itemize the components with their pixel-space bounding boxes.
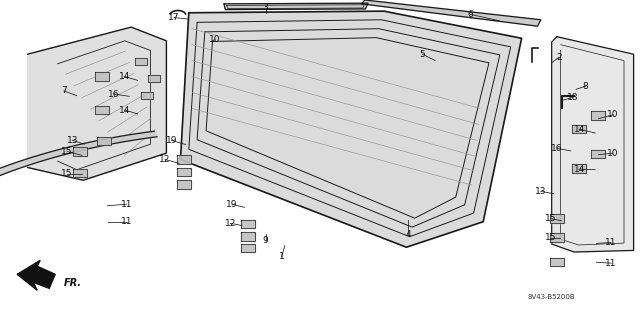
- Text: 10: 10: [209, 35, 221, 44]
- Polygon shape: [148, 75, 159, 82]
- Text: 16: 16: [551, 144, 563, 153]
- Polygon shape: [362, 0, 541, 26]
- Text: 12: 12: [225, 219, 236, 228]
- Polygon shape: [0, 131, 157, 228]
- Text: 6: 6: [468, 10, 473, 19]
- Polygon shape: [97, 137, 111, 145]
- Text: 11: 11: [121, 200, 132, 209]
- Polygon shape: [135, 58, 147, 65]
- Text: 12: 12: [159, 155, 171, 164]
- Text: 10: 10: [607, 110, 619, 119]
- Text: 15: 15: [61, 147, 73, 156]
- Text: 15: 15: [545, 214, 556, 223]
- Polygon shape: [95, 106, 109, 114]
- Text: 18: 18: [567, 93, 579, 102]
- Polygon shape: [550, 214, 564, 223]
- Polygon shape: [177, 155, 191, 164]
- Text: 7: 7: [61, 86, 67, 95]
- Polygon shape: [73, 169, 87, 177]
- Polygon shape: [28, 27, 166, 180]
- Polygon shape: [241, 244, 255, 252]
- Text: 19: 19: [166, 136, 177, 145]
- Polygon shape: [224, 3, 368, 10]
- Polygon shape: [241, 220, 255, 228]
- Text: 9: 9: [263, 236, 268, 245]
- Polygon shape: [552, 37, 634, 252]
- Text: 2: 2: [556, 53, 561, 62]
- Text: 14: 14: [573, 165, 585, 174]
- Polygon shape: [73, 147, 87, 156]
- Text: 14: 14: [573, 125, 585, 134]
- Text: 3: 3: [263, 4, 268, 12]
- Text: FR.: FR.: [64, 278, 82, 288]
- Text: 8: 8: [583, 82, 588, 91]
- Text: 13: 13: [535, 187, 547, 196]
- Polygon shape: [17, 260, 55, 290]
- Text: 15: 15: [545, 233, 556, 242]
- Polygon shape: [177, 180, 191, 189]
- Text: 1: 1: [279, 252, 284, 261]
- Polygon shape: [572, 164, 586, 173]
- Polygon shape: [180, 11, 522, 247]
- Text: 11: 11: [121, 217, 132, 226]
- Text: 14: 14: [119, 72, 131, 81]
- Text: 5: 5: [420, 50, 425, 59]
- Text: 14: 14: [119, 106, 131, 115]
- Text: 17: 17: [168, 13, 180, 22]
- Polygon shape: [95, 72, 109, 81]
- Polygon shape: [591, 150, 605, 158]
- Polygon shape: [241, 233, 255, 241]
- Text: 4: 4: [406, 230, 411, 239]
- Text: 11: 11: [605, 238, 617, 247]
- Text: 8V43-B5200B: 8V43-B5200B: [528, 294, 575, 300]
- Polygon shape: [572, 125, 586, 133]
- Text: 15: 15: [61, 169, 73, 178]
- Polygon shape: [177, 168, 191, 176]
- Polygon shape: [141, 92, 153, 99]
- Text: 16: 16: [108, 90, 120, 99]
- Polygon shape: [550, 258, 564, 266]
- Polygon shape: [550, 234, 564, 242]
- Text: 19: 19: [226, 200, 237, 209]
- Polygon shape: [591, 111, 605, 120]
- Text: 13: 13: [67, 136, 78, 145]
- Text: 11: 11: [605, 259, 617, 268]
- Text: 10: 10: [607, 149, 619, 158]
